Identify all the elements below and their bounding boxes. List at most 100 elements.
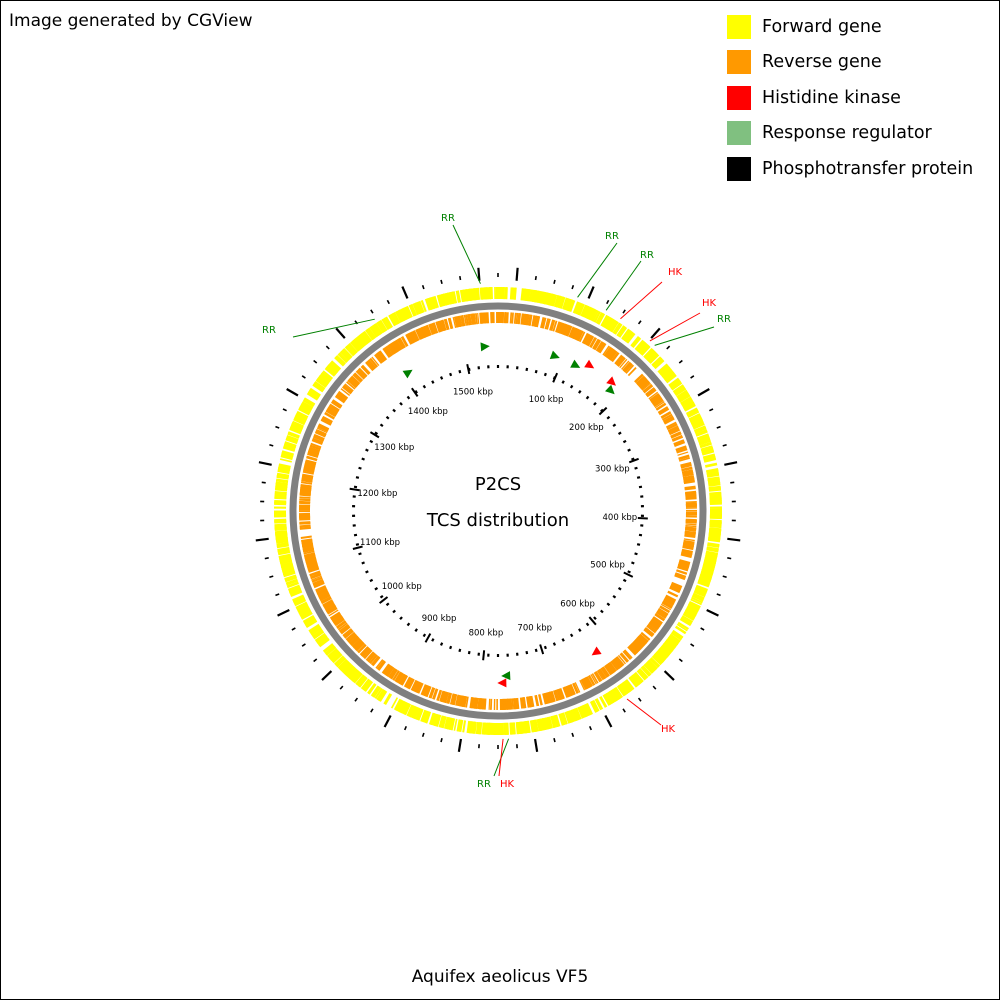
- reverse-gene-mark: [655, 403, 667, 411]
- rr-marker: [480, 342, 490, 352]
- forward-gene-mark: [315, 634, 328, 644]
- reverse-gene-mark: [681, 548, 693, 553]
- forward-gene-mark: [540, 291, 546, 304]
- forward-gene-mark: [455, 290, 462, 303]
- forward-gene-mark: [603, 693, 613, 705]
- reverse-gene-mark: [656, 609, 668, 618]
- forward-gene-mark: [278, 463, 291, 469]
- forward-gene-mark: [569, 709, 577, 722]
- reverse-gene-mark: [300, 535, 312, 539]
- forward-gene-mark: [358, 333, 369, 345]
- ruler-tick: [414, 390, 418, 394]
- forward-gene-mark: [676, 623, 688, 632]
- forward-gene-mark: [610, 321, 619, 333]
- forward-gene-mark: [652, 357, 664, 369]
- ruler-tick: [612, 594, 617, 599]
- forward-gene-mark: [282, 568, 295, 576]
- reverse-gene-mark: [344, 383, 354, 392]
- ruler-tick: [414, 628, 418, 632]
- outer-tick: [301, 375, 306, 379]
- ruler-tick: [355, 543, 360, 546]
- forward-gene-mark: [664, 372, 676, 382]
- ruler-tick: [578, 390, 582, 394]
- reverse-gene-mark: [303, 465, 315, 471]
- forward-gene-mark: [698, 437, 711, 445]
- forward-gene-mark: [644, 349, 656, 360]
- outer-tick: [622, 309, 626, 314]
- reverse-gene-mark: [610, 351, 620, 363]
- outer-tick: [587, 286, 595, 299]
- forward-gene-mark: [675, 387, 687, 397]
- ruler-major-tick: [628, 457, 639, 464]
- outer-tick: [678, 658, 683, 663]
- reverse-gene-mark: [684, 534, 696, 539]
- ruler-tick: [422, 633, 427, 638]
- reverse-gene-mark: [562, 686, 569, 698]
- reverse-gene-mark: [303, 552, 315, 557]
- reverse-gene-mark: [329, 403, 340, 412]
- reverse-gene-mark: [300, 487, 312, 491]
- reverse-gene-mark: [479, 698, 484, 710]
- outer-tick: [727, 557, 732, 560]
- ruler-label: 300 kbp: [595, 465, 630, 475]
- forward-gene-mark: [636, 341, 648, 353]
- genome-backbone: [289, 302, 707, 720]
- outer-tick: [690, 643, 695, 647]
- reverse-gene-mark: [308, 446, 321, 453]
- reverse-gene-mark: [683, 538, 695, 542]
- reverse-gene-mark: [302, 546, 314, 551]
- forward-gene-mark: [306, 391, 319, 401]
- forward-gene-mark: [645, 350, 656, 361]
- forward-gene-mark: [662, 643, 674, 653]
- reverse-gene-mark: [617, 654, 626, 665]
- reverse-gene-mark: [625, 364, 635, 374]
- reverse-gene-mark: [483, 312, 486, 324]
- reverse-gene-mark: [366, 360, 376, 371]
- outer-tick: [652, 685, 657, 690]
- reverse-gene-mark: [356, 370, 366, 380]
- forward-gene-mark: [367, 683, 376, 694]
- reverse-gene-mark: [351, 638, 362, 648]
- forward-gene-mark: [286, 434, 299, 442]
- forward-gene-mark: [597, 312, 605, 325]
- reverse-gene-mark: [678, 457, 691, 462]
- forward-gene-mark: [477, 287, 481, 300]
- outer-tick: [258, 461, 272, 466]
- reverse-gene-mark: [299, 498, 311, 501]
- forward-gene-mark: [523, 721, 527, 734]
- forward-gene-mark: [291, 420, 304, 429]
- reverse-gene-mark: [512, 698, 516, 710]
- forward-gene-mark: [562, 297, 569, 310]
- forward-gene-mark: [360, 678, 370, 690]
- outer-tick: [275, 593, 280, 597]
- outer-tick: [325, 345, 330, 350]
- reverse-gene-mark: [420, 684, 426, 695]
- reverse-gene-mark: [591, 673, 599, 684]
- reverse-gene-mark: [627, 646, 636, 656]
- reverse-gene-mark: [303, 550, 315, 555]
- reverse-gene-mark: [526, 314, 530, 326]
- forward-gene-mark: [645, 661, 656, 672]
- reverse-gene-mark: [615, 355, 625, 366]
- outer-tick: [401, 286, 409, 299]
- reverse-gene-mark: [301, 475, 313, 481]
- outer-tick: [383, 715, 392, 728]
- outer-tick: [291, 627, 296, 631]
- forward-gene-mark: [699, 442, 712, 449]
- reverse-gene-mark: [455, 694, 460, 706]
- reverse-gene-mark: [338, 390, 349, 399]
- forward-gene-mark: [287, 584, 300, 591]
- forward-gene-mark: [704, 458, 717, 463]
- reverse-gene-mark: [313, 434, 325, 441]
- reverse-gene-mark: [367, 652, 376, 663]
- forward-gene-mark: [408, 705, 416, 718]
- reverse-gene-mark: [396, 672, 405, 684]
- reverse-gene-mark: [425, 324, 432, 336]
- reverse-gene-mark: [411, 680, 418, 691]
- reverse-gene-mark: [428, 323, 435, 335]
- reverse-gene-mark: [386, 344, 395, 356]
- forward-gene-mark: [295, 412, 308, 421]
- reverse-gene-mark: [665, 421, 677, 429]
- reverse-gene-mark: [622, 650, 632, 661]
